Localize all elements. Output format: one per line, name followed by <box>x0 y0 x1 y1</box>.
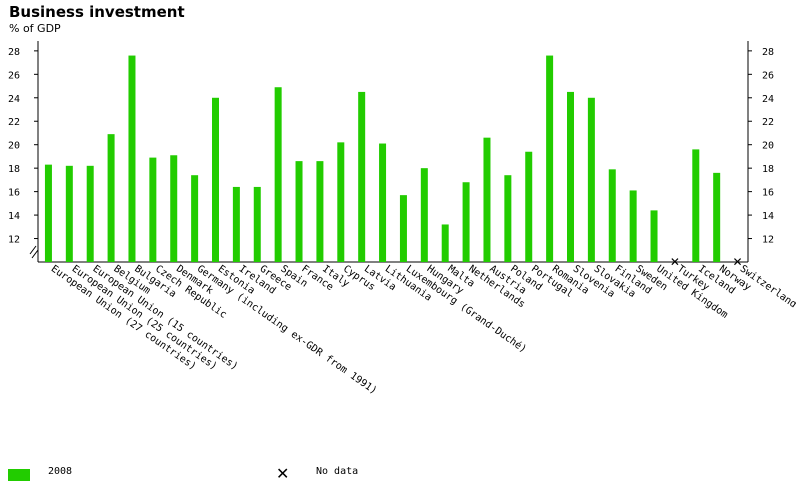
bar <box>295 161 303 262</box>
bar <box>316 161 324 262</box>
bar <box>650 210 658 262</box>
y-tick-label-right: 24 <box>762 94 774 105</box>
bar <box>337 142 345 262</box>
bar <box>525 151 533 262</box>
y-tick-label-right: 28 <box>762 47 774 58</box>
bar <box>441 224 449 262</box>
y-tick-label-right: 22 <box>762 117 774 128</box>
y-tick-label-left: 20 <box>8 141 20 152</box>
y-tick-label-right: 26 <box>762 70 774 81</box>
y-tick-label-left: 12 <box>8 235 20 246</box>
bar <box>149 157 157 262</box>
axis-break-marker <box>29 245 39 259</box>
bar <box>713 172 721 262</box>
bar <box>379 143 387 262</box>
bar <box>44 164 52 262</box>
bar <box>358 91 366 263</box>
bar <box>86 165 94 262</box>
bar <box>232 186 240 262</box>
y-tick-label-left: 26 <box>8 70 20 81</box>
y-axis-unit-label: % of GDP <box>9 22 61 35</box>
y-tick-label-left: 16 <box>8 188 20 199</box>
bar <box>587 97 595 262</box>
y-tick-label-left: 18 <box>8 164 20 175</box>
no-data-icon: ✕ <box>276 464 290 483</box>
legend-label-no-data: No data <box>316 466 359 477</box>
chart-title: Business investment <box>9 3 185 21</box>
bar <box>504 175 512 262</box>
y-tick-label-right: 14 <box>762 211 774 222</box>
bar <box>483 137 491 262</box>
no-data-marker: ✕ <box>733 255 743 269</box>
bar <box>629 190 637 262</box>
bar <box>191 175 199 262</box>
bar <box>253 186 261 262</box>
bar <box>212 97 219 262</box>
y-tick-label-left: 14 <box>8 211 20 222</box>
no-data-marker: ✕ <box>670 255 680 269</box>
y-tick-label-left: 24 <box>8 94 20 105</box>
bar <box>128 55 136 262</box>
bar <box>170 155 178 262</box>
y-tick-label-right: 20 <box>762 141 774 152</box>
bar <box>65 165 73 262</box>
y-tick-label-right: 16 <box>762 188 774 199</box>
bar <box>692 149 700 262</box>
bar <box>546 55 554 262</box>
bar <box>107 134 115 262</box>
bar <box>608 169 616 262</box>
y-tick-label-left: 28 <box>8 47 20 58</box>
legend-label-2008: 2008 <box>48 466 73 477</box>
y-tick-label-left: 22 <box>8 117 20 128</box>
bar <box>399 195 407 262</box>
bar <box>567 91 574 263</box>
y-tick-label-right: 18 <box>762 164 774 175</box>
bar <box>462 182 470 262</box>
bar <box>274 87 282 263</box>
y-tick-label-right: 12 <box>762 235 774 246</box>
bar <box>420 168 428 262</box>
legend-swatch-2008 <box>8 469 30 481</box>
